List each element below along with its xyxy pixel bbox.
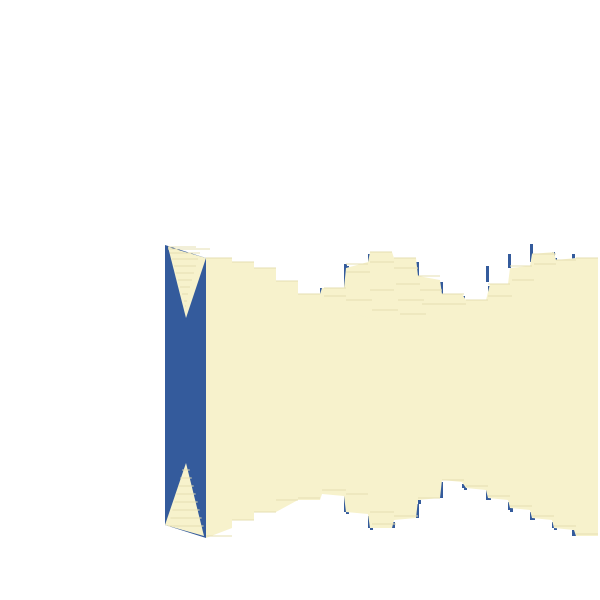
voxel-side-tick (508, 254, 511, 268)
left-wall-side (165, 245, 206, 538)
voxel-side-tick (416, 262, 419, 278)
voxel-top-faces (165, 247, 598, 538)
voxel-side-tick (572, 254, 575, 260)
middle-top-dip (344, 300, 462, 322)
voxel-side-tick (392, 522, 395, 528)
voxel-side-tick (440, 282, 443, 296)
voxel-side-tick (510, 506, 513, 512)
voxel-side-tick (486, 266, 489, 282)
voxel-side-tick (572, 530, 575, 536)
voxel-side-tick (418, 500, 421, 504)
voxel-side-tick (416, 504, 419, 518)
voxel-side-tick (464, 486, 467, 490)
left-wall-upper-notch (168, 247, 206, 318)
voxel-side-tick (440, 482, 443, 498)
voxel-block-edges (168, 246, 598, 537)
voxel-side-tick (462, 484, 465, 488)
main-body-face (206, 252, 598, 538)
voxel-side-tick (530, 244, 533, 262)
